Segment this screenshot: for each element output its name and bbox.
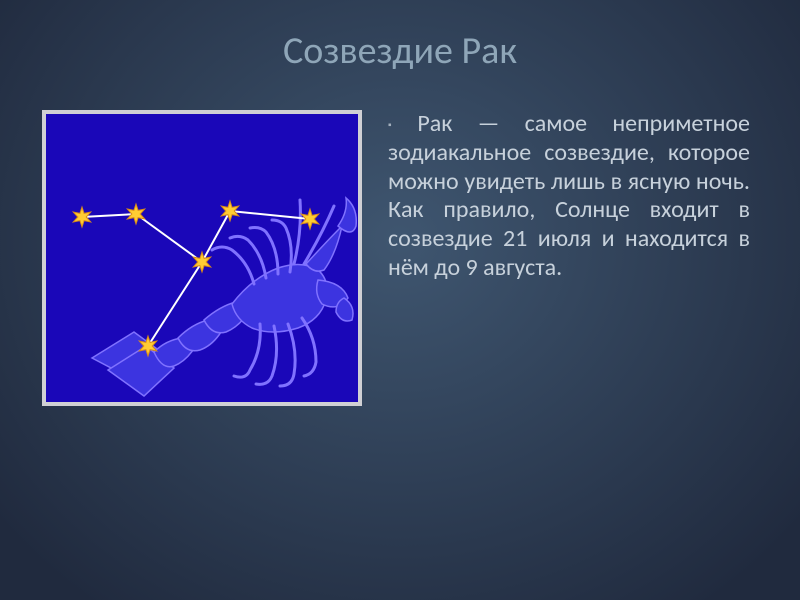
body-text: ▪Рак — самое неприметное зодиакальное со… — [388, 110, 758, 283]
slide-title: Созвездие Рак — [42, 28, 758, 74]
bullet-icon: ▪ — [388, 118, 411, 131]
constellation-illustration — [46, 114, 358, 402]
content-row: ▪Рак — самое неприметное зодиакальное со… — [42, 98, 758, 406]
slide: Созвездие Рак — [0, 0, 800, 600]
body-paragraph: Рак — самое неприметное зодиакальное соз… — [388, 109, 750, 282]
illustration-frame — [42, 110, 362, 406]
